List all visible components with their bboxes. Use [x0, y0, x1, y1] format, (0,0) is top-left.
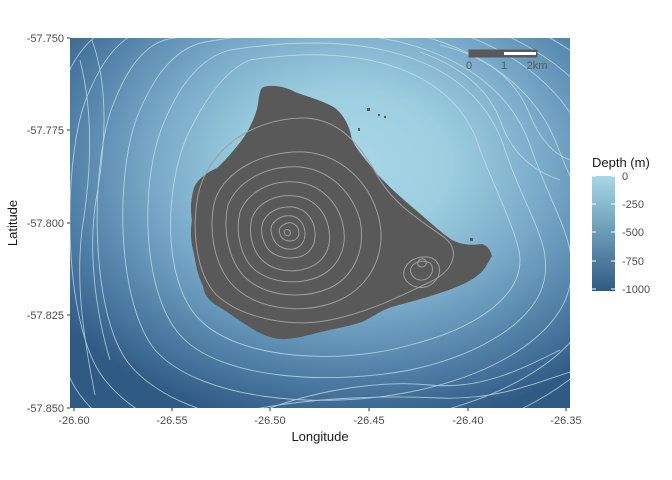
x-tick-label: -26.45: [353, 415, 384, 427]
scale-bar-label-0: 0: [466, 60, 472, 72]
x-tick-labels: -26.60 -26.55 -26.50 -26.45 -26.40 -26.3…: [58, 415, 581, 427]
islet-4: [358, 128, 360, 131]
legend-label: -1000: [622, 284, 650, 296]
y-axis-title: Latitude: [5, 200, 20, 246]
legend-label: 0: [622, 171, 628, 183]
legend-labels: 0 -250 -500 -750 -1000: [622, 171, 650, 296]
scale-bar-frame: [468, 49, 538, 58]
x-tick-label: -26.50: [254, 415, 285, 427]
x-tick-label: -26.35: [550, 415, 581, 427]
x-tick-label: -26.60: [58, 415, 89, 427]
x-tick-label: -26.40: [452, 415, 483, 427]
islet-3: [384, 116, 386, 118]
scale-bar-white-segment: [504, 52, 536, 55]
scale-bar-label-1: 1: [501, 60, 507, 72]
legend-ticks: [592, 175, 615, 290]
legend-title: Depth (m): [592, 155, 650, 170]
y-tick-label: -57.775: [27, 125, 64, 137]
y-tick-label: -57.825: [27, 310, 64, 322]
water-contours: [70, 38, 570, 408]
islet-2: [378, 114, 380, 116]
legend-colorbar: [592, 176, 615, 291]
scale-bar-label-2: 2km: [527, 60, 548, 72]
y-tick-label: -57.850: [27, 403, 64, 415]
islet-5: [470, 238, 473, 241]
depth-legend: Depth (m) 0 -250 -500 -750 -1000: [592, 155, 650, 296]
x-axis-title: Longitude: [291, 429, 348, 444]
legend-label: -500: [622, 227, 644, 239]
y-tick-labels: -57.750 -57.775 -57.800 -57.825 -57.850: [27, 33, 64, 415]
y-tick-label: -57.800: [27, 218, 64, 230]
x-tick-label: -26.55: [156, 415, 187, 427]
islet-1: [367, 108, 370, 111]
land-contours: [194, 117, 454, 324]
island-landmass: [190, 85, 493, 340]
y-tick-label: -57.750: [27, 33, 64, 45]
legend-label: -750: [622, 256, 644, 268]
axis-ticks: [67, 37, 567, 411]
legend-label: -250: [622, 199, 644, 211]
scale-bar: 0 1 2km: [466, 49, 548, 72]
